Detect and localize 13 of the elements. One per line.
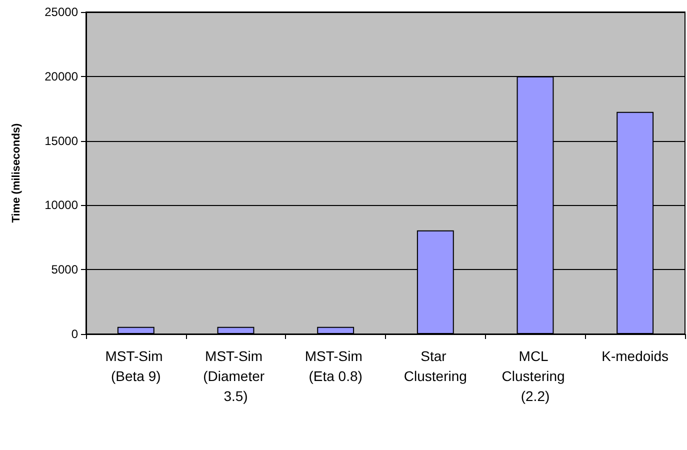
x-tick-label: Star Clustering	[404, 348, 467, 384]
y-tick-label: 25000	[44, 5, 78, 19]
x-tick-label: K-medoids	[602, 348, 669, 364]
x-tick-label: MST-Sim (Diameter 3.5)	[203, 348, 268, 404]
x-tick-label: MST-Sim (Beta 9)	[105, 348, 167, 384]
y-tick-label: 20000	[44, 69, 78, 84]
x-tick-label: MCL Clustering (2.2)	[502, 348, 569, 404]
y-tick-label: 10000	[44, 198, 78, 212]
y-tick-label: 15000	[44, 134, 78, 148]
y-axis-title: Time (miliseconds)	[10, 122, 22, 223]
y-tick-label: 0	[71, 327, 78, 341]
y-tick-label: 5000	[51, 262, 78, 277]
x-tick-label: MST-Sim (Eta 0.8)	[304, 348, 366, 384]
